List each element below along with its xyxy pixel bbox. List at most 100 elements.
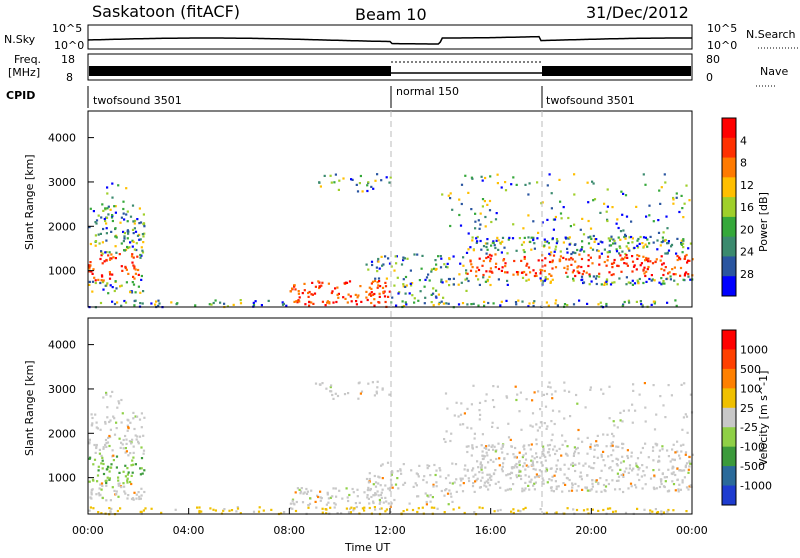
heatmap-cell	[503, 457, 506, 460]
heatmap-cell	[126, 429, 129, 432]
heatmap-cell	[684, 413, 687, 416]
heatmap-cell	[473, 490, 476, 493]
heatmap-cell	[369, 489, 372, 492]
heatmap-cell	[535, 443, 538, 446]
heatmap-cell	[417, 507, 420, 510]
heatmap-cell	[102, 288, 105, 291]
heatmap-cell	[573, 450, 577, 453]
heatmap-cell	[593, 238, 597, 241]
heatmap-cell	[483, 446, 486, 449]
heatmap-cell	[464, 464, 467, 467]
heatmap-cell	[630, 455, 633, 458]
heatmap-cell	[591, 485, 594, 488]
heatmap-cell	[591, 248, 595, 251]
heatmap-cell	[539, 408, 542, 411]
heatmap-cell	[510, 183, 513, 186]
heatmap-cell	[550, 251, 553, 254]
heatmap-cell	[687, 273, 690, 276]
heatmap-cell	[501, 465, 504, 468]
heatmap-cell	[685, 271, 688, 274]
heatmap-cell	[378, 301, 381, 304]
heatmap-cell	[515, 398, 518, 402]
heatmap-cell	[475, 241, 478, 244]
heatmap-cell	[499, 241, 502, 244]
heatmap-cell	[603, 281, 607, 284]
heatmap-cell	[479, 239, 482, 243]
heatmap-cell	[105, 239, 108, 242]
heatmap-cell	[548, 381, 551, 384]
heatmap-cell	[534, 272, 537, 275]
heatmap-cell	[413, 253, 416, 256]
heatmap-cell	[622, 409, 625, 412]
heatmap-cell	[605, 479, 608, 482]
heatmap-cell	[528, 302, 531, 305]
heatmap-cell	[485, 245, 488, 249]
heatmap-cell	[627, 281, 630, 284]
heatmap-cell	[113, 417, 116, 420]
heatmap-cell	[474, 227, 477, 230]
heatmap-cell	[254, 300, 257, 303]
heatmap-cell	[384, 510, 387, 513]
heatmap-cell	[542, 449, 545, 452]
heatmap-cell	[588, 283, 591, 286]
heatmap-cell	[553, 218, 557, 221]
heatmap-cell	[481, 198, 485, 201]
heatmap-cell	[585, 271, 588, 274]
heatmap-cell	[111, 182, 114, 185]
heatmap-cell	[635, 464, 638, 467]
heatmap-cell	[140, 510, 143, 513]
heatmap-cell	[426, 467, 429, 470]
heatmap-cell	[644, 420, 647, 423]
heatmap-cell	[301, 501, 305, 504]
heatmap-cell	[652, 446, 655, 449]
heatmap-cell	[554, 299, 558, 302]
heatmap-cell	[118, 471, 121, 474]
heatmap-cell	[576, 270, 579, 273]
heatmap-cell	[571, 461, 574, 465]
heatmap-cell	[577, 265, 580, 268]
heatmap-cell	[430, 268, 433, 271]
heatmap-cell	[478, 227, 481, 230]
heatmap-cell	[592, 199, 595, 202]
heatmap-cell	[94, 244, 97, 247]
colorbar-tick-label: 12	[740, 179, 754, 192]
heatmap-cell	[420, 267, 423, 270]
heatmap-cell	[479, 223, 482, 226]
heatmap-cell	[100, 462, 103, 465]
heatmap-cell	[507, 238, 510, 241]
heatmap-cell	[515, 462, 518, 466]
heatmap-cell	[368, 286, 371, 289]
heatmap-cell	[520, 243, 524, 246]
heatmap-cell	[105, 258, 108, 262]
heatmap-cell	[464, 174, 467, 177]
heatmap-cell	[117, 484, 120, 487]
heatmap-cell	[643, 474, 646, 477]
heatmap-cell	[402, 483, 405, 486]
heatmap-cell	[613, 258, 616, 262]
heatmap-cell	[115, 466, 118, 469]
heatmap-cell	[402, 283, 405, 286]
heatmap-cell	[140, 412, 143, 415]
heatmap-cell	[527, 475, 531, 478]
heatmap-cell	[307, 506, 310, 509]
freq-panel-frame	[87, 53, 693, 81]
heatmap-cell	[636, 465, 639, 469]
heatmap-cell	[155, 300, 158, 303]
heatmap-cell	[308, 304, 311, 307]
heatmap-cell	[604, 490, 607, 493]
heatmap-cell	[530, 236, 533, 239]
heatmap-cell	[104, 438, 108, 442]
heatmap-cell	[622, 473, 625, 476]
heatmap-cell	[622, 229, 625, 232]
heatmap-cell	[113, 433, 117, 436]
heatmap-cell	[88, 509, 91, 512]
heatmap-cell	[685, 415, 689, 418]
y-tick-label: 2000	[48, 220, 76, 233]
colorbar-tick-label: 16	[740, 201, 754, 214]
heatmap-cell	[391, 486, 394, 489]
heatmap-cell	[501, 444, 504, 447]
heatmap-cell	[382, 501, 385, 504]
heatmap-cell	[532, 220, 535, 223]
heatmap-cell	[666, 449, 669, 452]
heatmap-cell	[582, 270, 585, 273]
